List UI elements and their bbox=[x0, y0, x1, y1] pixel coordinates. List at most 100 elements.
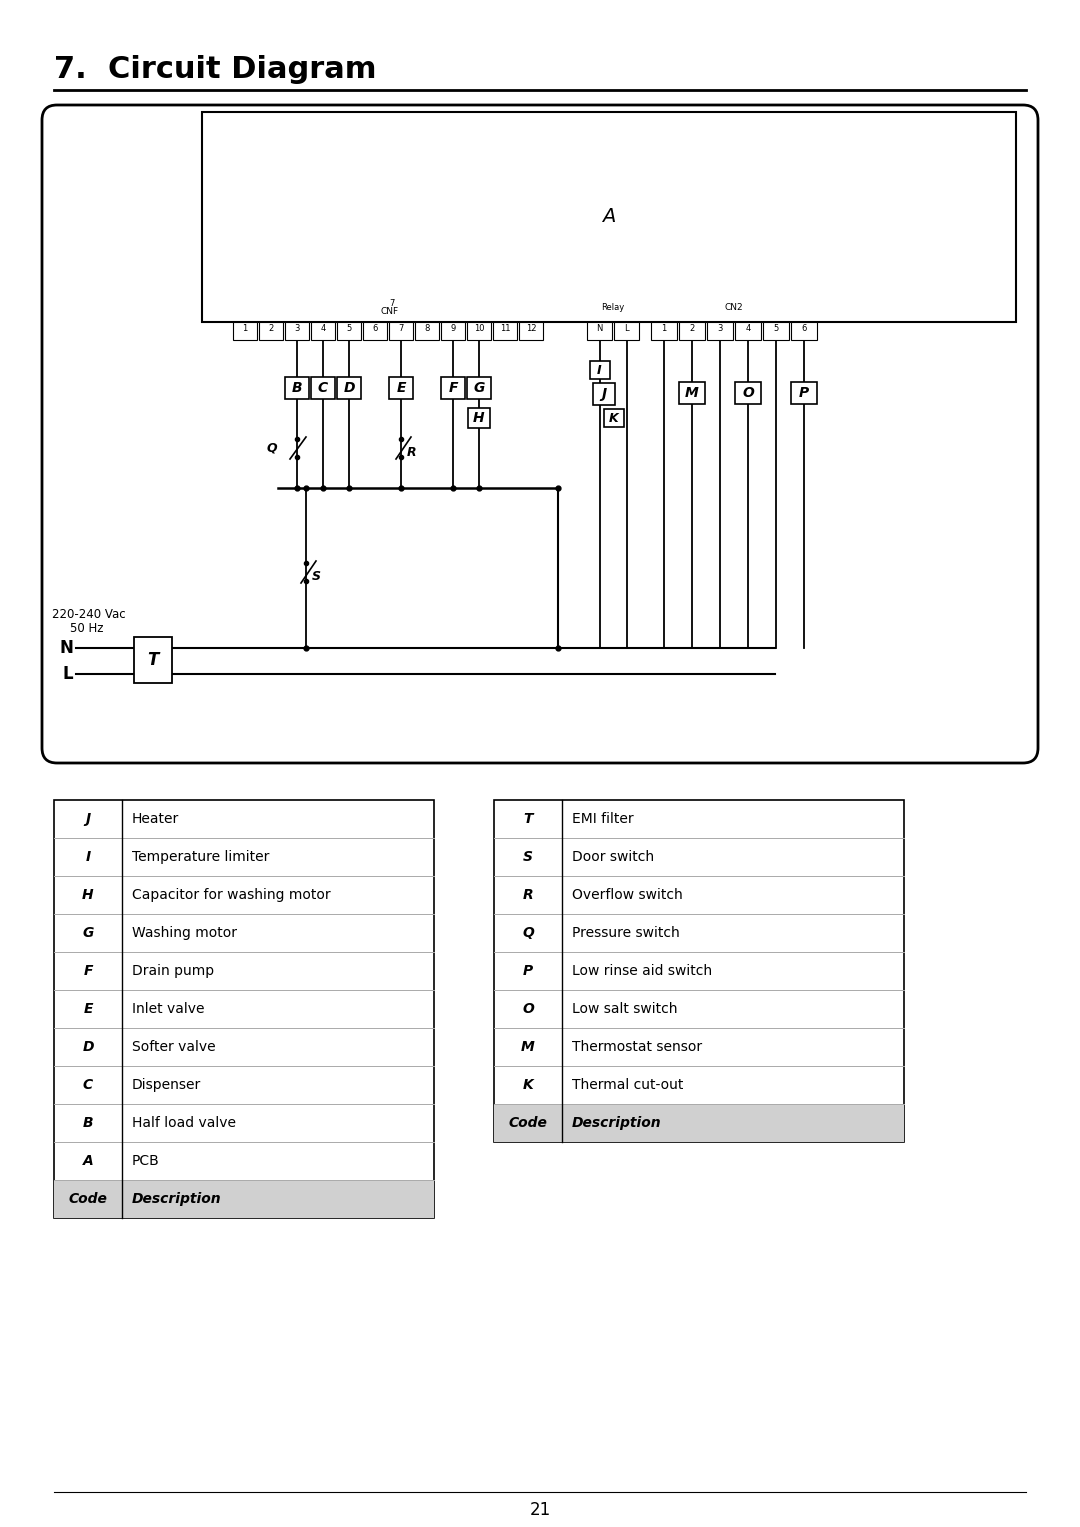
Text: K: K bbox=[609, 411, 619, 425]
Bar bbox=[311, 377, 335, 399]
Bar bbox=[590, 360, 609, 379]
Text: H: H bbox=[82, 889, 94, 902]
Text: 8: 8 bbox=[424, 324, 430, 333]
Text: EMI filter: EMI filter bbox=[572, 812, 634, 826]
Text: 7.  Circuit Diagram: 7. Circuit Diagram bbox=[54, 55, 377, 84]
Bar bbox=[791, 382, 816, 405]
Text: N: N bbox=[59, 638, 73, 657]
Text: Thermostat sensor: Thermostat sensor bbox=[572, 1040, 702, 1054]
Text: 7: 7 bbox=[389, 299, 394, 308]
Text: 6: 6 bbox=[373, 324, 378, 333]
Bar bbox=[588, 322, 612, 341]
Text: F: F bbox=[448, 382, 458, 395]
Bar bbox=[441, 322, 465, 341]
Bar bbox=[468, 408, 490, 428]
Bar bbox=[259, 322, 283, 341]
Text: M: M bbox=[522, 1040, 535, 1054]
Text: B: B bbox=[83, 1116, 93, 1130]
Text: E: E bbox=[396, 382, 406, 395]
Text: 1: 1 bbox=[242, 324, 247, 333]
Text: G: G bbox=[473, 382, 485, 395]
Text: R: R bbox=[407, 446, 417, 458]
Text: PCB: PCB bbox=[132, 1154, 160, 1168]
Text: Softer valve: Softer valve bbox=[132, 1040, 216, 1054]
Text: 3: 3 bbox=[295, 324, 299, 333]
Bar bbox=[519, 322, 543, 341]
Text: 5: 5 bbox=[773, 324, 779, 333]
Text: R: R bbox=[523, 889, 534, 902]
Text: Code: Code bbox=[68, 1193, 107, 1206]
Text: N: N bbox=[596, 324, 603, 333]
Text: 50 Hz: 50 Hz bbox=[70, 623, 104, 635]
Text: J: J bbox=[85, 812, 91, 826]
Text: G: G bbox=[82, 925, 94, 941]
Text: 1: 1 bbox=[661, 324, 666, 333]
Bar bbox=[337, 377, 361, 399]
Text: 11: 11 bbox=[500, 324, 510, 333]
Text: Low rinse aid switch: Low rinse aid switch bbox=[572, 964, 712, 977]
Text: Half load valve: Half load valve bbox=[132, 1116, 237, 1130]
Text: Description: Description bbox=[572, 1116, 662, 1130]
Text: Code: Code bbox=[509, 1116, 548, 1130]
Text: 10: 10 bbox=[474, 324, 484, 333]
Text: C: C bbox=[318, 382, 328, 395]
Bar bbox=[285, 377, 309, 399]
Text: O: O bbox=[522, 1002, 534, 1015]
Text: Door switch: Door switch bbox=[572, 851, 654, 864]
Text: B: B bbox=[292, 382, 302, 395]
Text: 21: 21 bbox=[529, 1501, 551, 1519]
Bar bbox=[202, 111, 1016, 322]
Text: H: H bbox=[473, 411, 485, 425]
Bar bbox=[735, 322, 761, 341]
Text: 9: 9 bbox=[450, 324, 456, 333]
Bar bbox=[285, 322, 309, 341]
Bar bbox=[311, 322, 335, 341]
Bar bbox=[593, 383, 615, 405]
Text: Temperature limiter: Temperature limiter bbox=[132, 851, 269, 864]
Text: M: M bbox=[685, 386, 699, 400]
Text: T: T bbox=[523, 812, 532, 826]
Text: 4: 4 bbox=[745, 324, 751, 333]
Bar bbox=[54, 800, 434, 1219]
Text: 2: 2 bbox=[268, 324, 273, 333]
Bar bbox=[134, 637, 172, 683]
Text: 6: 6 bbox=[801, 324, 807, 333]
Text: D: D bbox=[82, 1040, 94, 1054]
Bar bbox=[337, 322, 361, 341]
Bar bbox=[415, 322, 438, 341]
Text: Relay: Relay bbox=[602, 302, 624, 312]
Bar bbox=[441, 377, 465, 399]
Bar bbox=[762, 322, 789, 341]
Bar bbox=[494, 1104, 904, 1142]
Bar bbox=[363, 322, 387, 341]
Text: 4: 4 bbox=[321, 324, 326, 333]
Bar bbox=[494, 800, 904, 1142]
Text: A: A bbox=[83, 1154, 93, 1168]
Text: I: I bbox=[597, 363, 602, 377]
Text: Pressure switch: Pressure switch bbox=[572, 925, 679, 941]
Bar bbox=[389, 377, 413, 399]
Text: O: O bbox=[742, 386, 754, 400]
Text: Q: Q bbox=[267, 441, 276, 455]
Text: Heater: Heater bbox=[132, 812, 179, 826]
Text: I: I bbox=[85, 851, 91, 864]
FancyBboxPatch shape bbox=[42, 105, 1038, 764]
Text: Inlet valve: Inlet valve bbox=[132, 1002, 204, 1015]
Bar bbox=[604, 409, 623, 428]
Text: Dispenser: Dispenser bbox=[132, 1078, 201, 1092]
Text: 2: 2 bbox=[689, 324, 694, 333]
Bar bbox=[389, 322, 413, 341]
Text: C: C bbox=[83, 1078, 93, 1092]
Bar bbox=[467, 377, 491, 399]
Text: P: P bbox=[799, 386, 809, 400]
Text: Washing motor: Washing motor bbox=[132, 925, 237, 941]
Bar bbox=[679, 322, 705, 341]
Bar bbox=[233, 322, 257, 341]
Text: Q: Q bbox=[522, 925, 534, 941]
Text: D: D bbox=[343, 382, 354, 395]
Text: S: S bbox=[312, 570, 321, 582]
Text: Thermal cut-out: Thermal cut-out bbox=[572, 1078, 684, 1092]
Text: K: K bbox=[523, 1078, 534, 1092]
Text: J: J bbox=[600, 386, 606, 402]
Text: Description: Description bbox=[132, 1193, 221, 1206]
